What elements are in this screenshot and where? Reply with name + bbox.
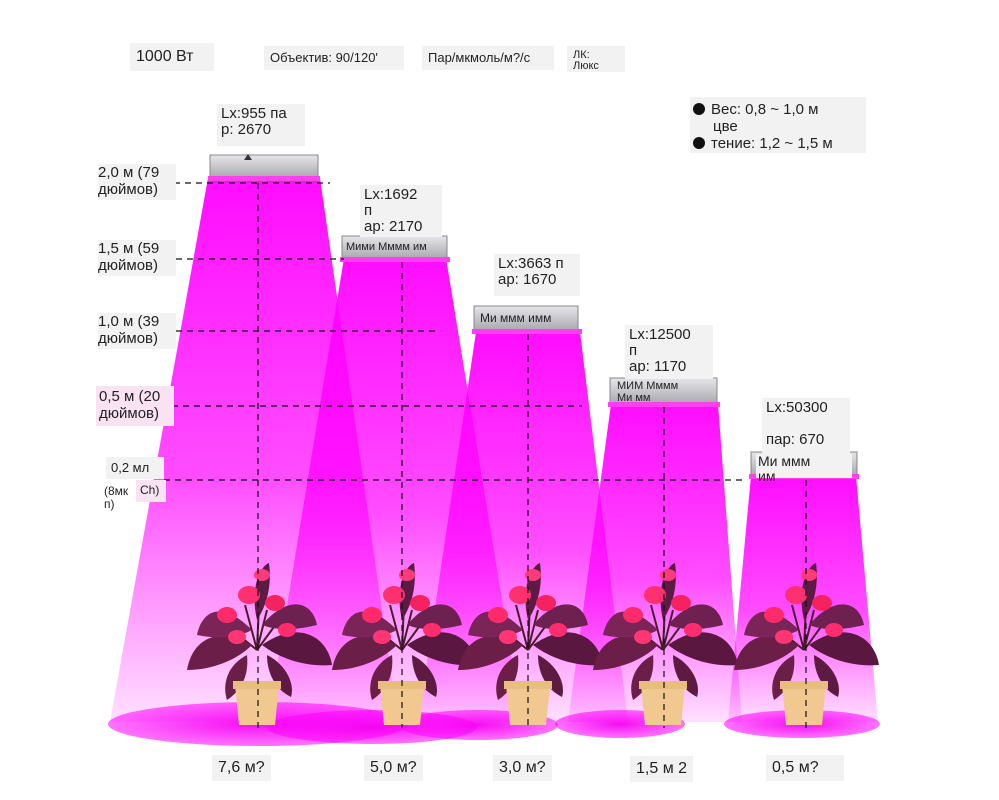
area-label-3: 3,0 м? — [493, 755, 552, 781]
legend-veg: Вес: 0,8 ~ 1,0 м — [693, 101, 818, 118]
lux-unit-label: ЛК: Люкс — [567, 46, 625, 72]
power-label: 1000 Вт — [130, 43, 214, 71]
lamp-panel-3 — [473, 305, 579, 331]
area-label-4: 1,5 м 2 — [630, 756, 694, 782]
height-label-0-2m-end: п) — [104, 497, 115, 511]
legend: Вес: 0,8 ~ 1,0 м цве тение: 1,2 ~ 1,5 м — [690, 97, 866, 153]
lux-unit-line-2: Люкс — [573, 60, 599, 72]
height-label-0-2m: 0,2 мл — [106, 457, 164, 479]
reading-lamp-1: Lx:955 па р: 2670 — [217, 104, 305, 146]
height-label-1m: 1,0 м (39 дюймов) — [98, 313, 176, 349]
panel-label-2: Мими Мммм им — [346, 241, 427, 253]
height-label-1-5m: 1,5 м (59 дюймов) — [98, 240, 176, 276]
legend-veg-text: Вес: 0,8 ~ 1,0 м — [711, 101, 819, 118]
lens-label: Объектив: 90/120' — [264, 46, 404, 70]
area-label-1: 7,6 м? — [212, 755, 271, 781]
height-label-0-2m-inch: (8мк — [104, 484, 129, 498]
reading-lamp-2: Lx:1692 п ар: 2170 — [360, 185, 442, 237]
panel-label-3: Ми ммм имм — [480, 311, 552, 325]
area-label-2: 5,0 м? — [364, 755, 423, 781]
area-label-5: 0,5 м? — [766, 755, 844, 781]
legend-bloom-line-1: цве — [713, 118, 738, 135]
legend-bloom-text: тение: 1,2 ~ 1,5 м — [711, 135, 833, 152]
lamp-panel-1 — [209, 154, 319, 178]
reading-lamp-3: Lx:3663 п ар: 1670 — [494, 254, 580, 296]
lux-unit-line-1: ЛК: — [573, 49, 590, 61]
reading-lamp-4: Lx:12500 п ар: 1170 — [625, 325, 713, 379]
height-label-2m: 2,0 м (79 дюймов) — [98, 164, 176, 200]
lamp-panel-4 — [609, 377, 718, 404]
guide-lines — [164, 182, 807, 728]
height-label-0-2m-unit: Ch) — [136, 480, 166, 502]
height-label-0-5m: 0,5 м (20 дюймов) — [96, 386, 174, 426]
legend-bloom: тение: 1,2 ~ 1,5 м — [693, 135, 833, 152]
panel-label-4: МИМ Мммм Ми мм — [617, 380, 679, 404]
bullet-icon — [693, 103, 705, 115]
panel-label-5: Ми ммм им — [756, 454, 852, 484]
bullet-icon — [693, 137, 705, 149]
reading-lamp-5: Lx:50300 пар: 670 — [762, 398, 850, 454]
par-unit-label: Пар/мкмоль/м?/с — [422, 46, 554, 70]
